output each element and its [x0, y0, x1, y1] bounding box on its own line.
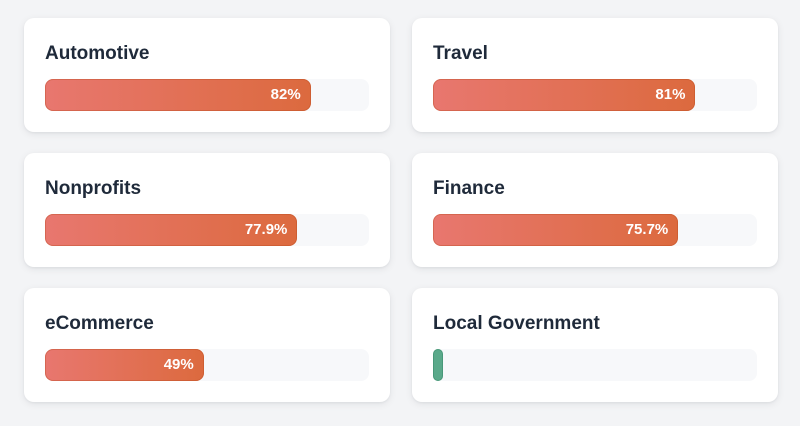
progress-track: 75.7%: [433, 214, 757, 246]
progress-fill: 77.9%: [45, 214, 298, 246]
card-title: Automotive: [45, 43, 150, 64]
progress-percent-label: 77.9%: [244, 221, 288, 238]
card-ecommerce: eCommerce 49%: [24, 288, 390, 402]
card-title: Nonprofits: [45, 178, 142, 199]
card-automotive: Automotive 82%: [24, 18, 390, 132]
progress-track: 81%: [433, 79, 757, 111]
card-title: Travel: [433, 43, 488, 64]
progress-percent-label: 49%: [163, 356, 194, 373]
progress-track: 82%: [45, 79, 369, 111]
progress-fill: 81%: [433, 79, 696, 111]
card-title: eCommerce: [45, 313, 154, 334]
progress-fill: 75.7%: [433, 214, 679, 246]
progress-fill: 82%: [45, 79, 311, 111]
progress-track: 77.9%: [45, 214, 369, 246]
progress-percent-label: 81%: [655, 86, 686, 103]
card-nonprofits: Nonprofits 77.9%: [24, 153, 390, 267]
card-travel: Travel 81%: [412, 18, 778, 132]
progress-percent-label: 82%: [270, 86, 301, 103]
card-local-government: Local Government: [412, 288, 778, 402]
card-title: Finance: [433, 178, 505, 199]
industry-card-grid: Automotive 82% Travel 81% Nonprofits 77.…: [24, 18, 778, 402]
progress-track: 49%: [45, 349, 369, 381]
card-finance: Finance 75.7%: [412, 153, 778, 267]
progress-fill: 49%: [45, 349, 204, 381]
card-title: Local Government: [433, 313, 600, 334]
progress-fill: [433, 349, 443, 381]
progress-track: [433, 349, 757, 381]
progress-percent-label: 75.7%: [625, 221, 669, 238]
